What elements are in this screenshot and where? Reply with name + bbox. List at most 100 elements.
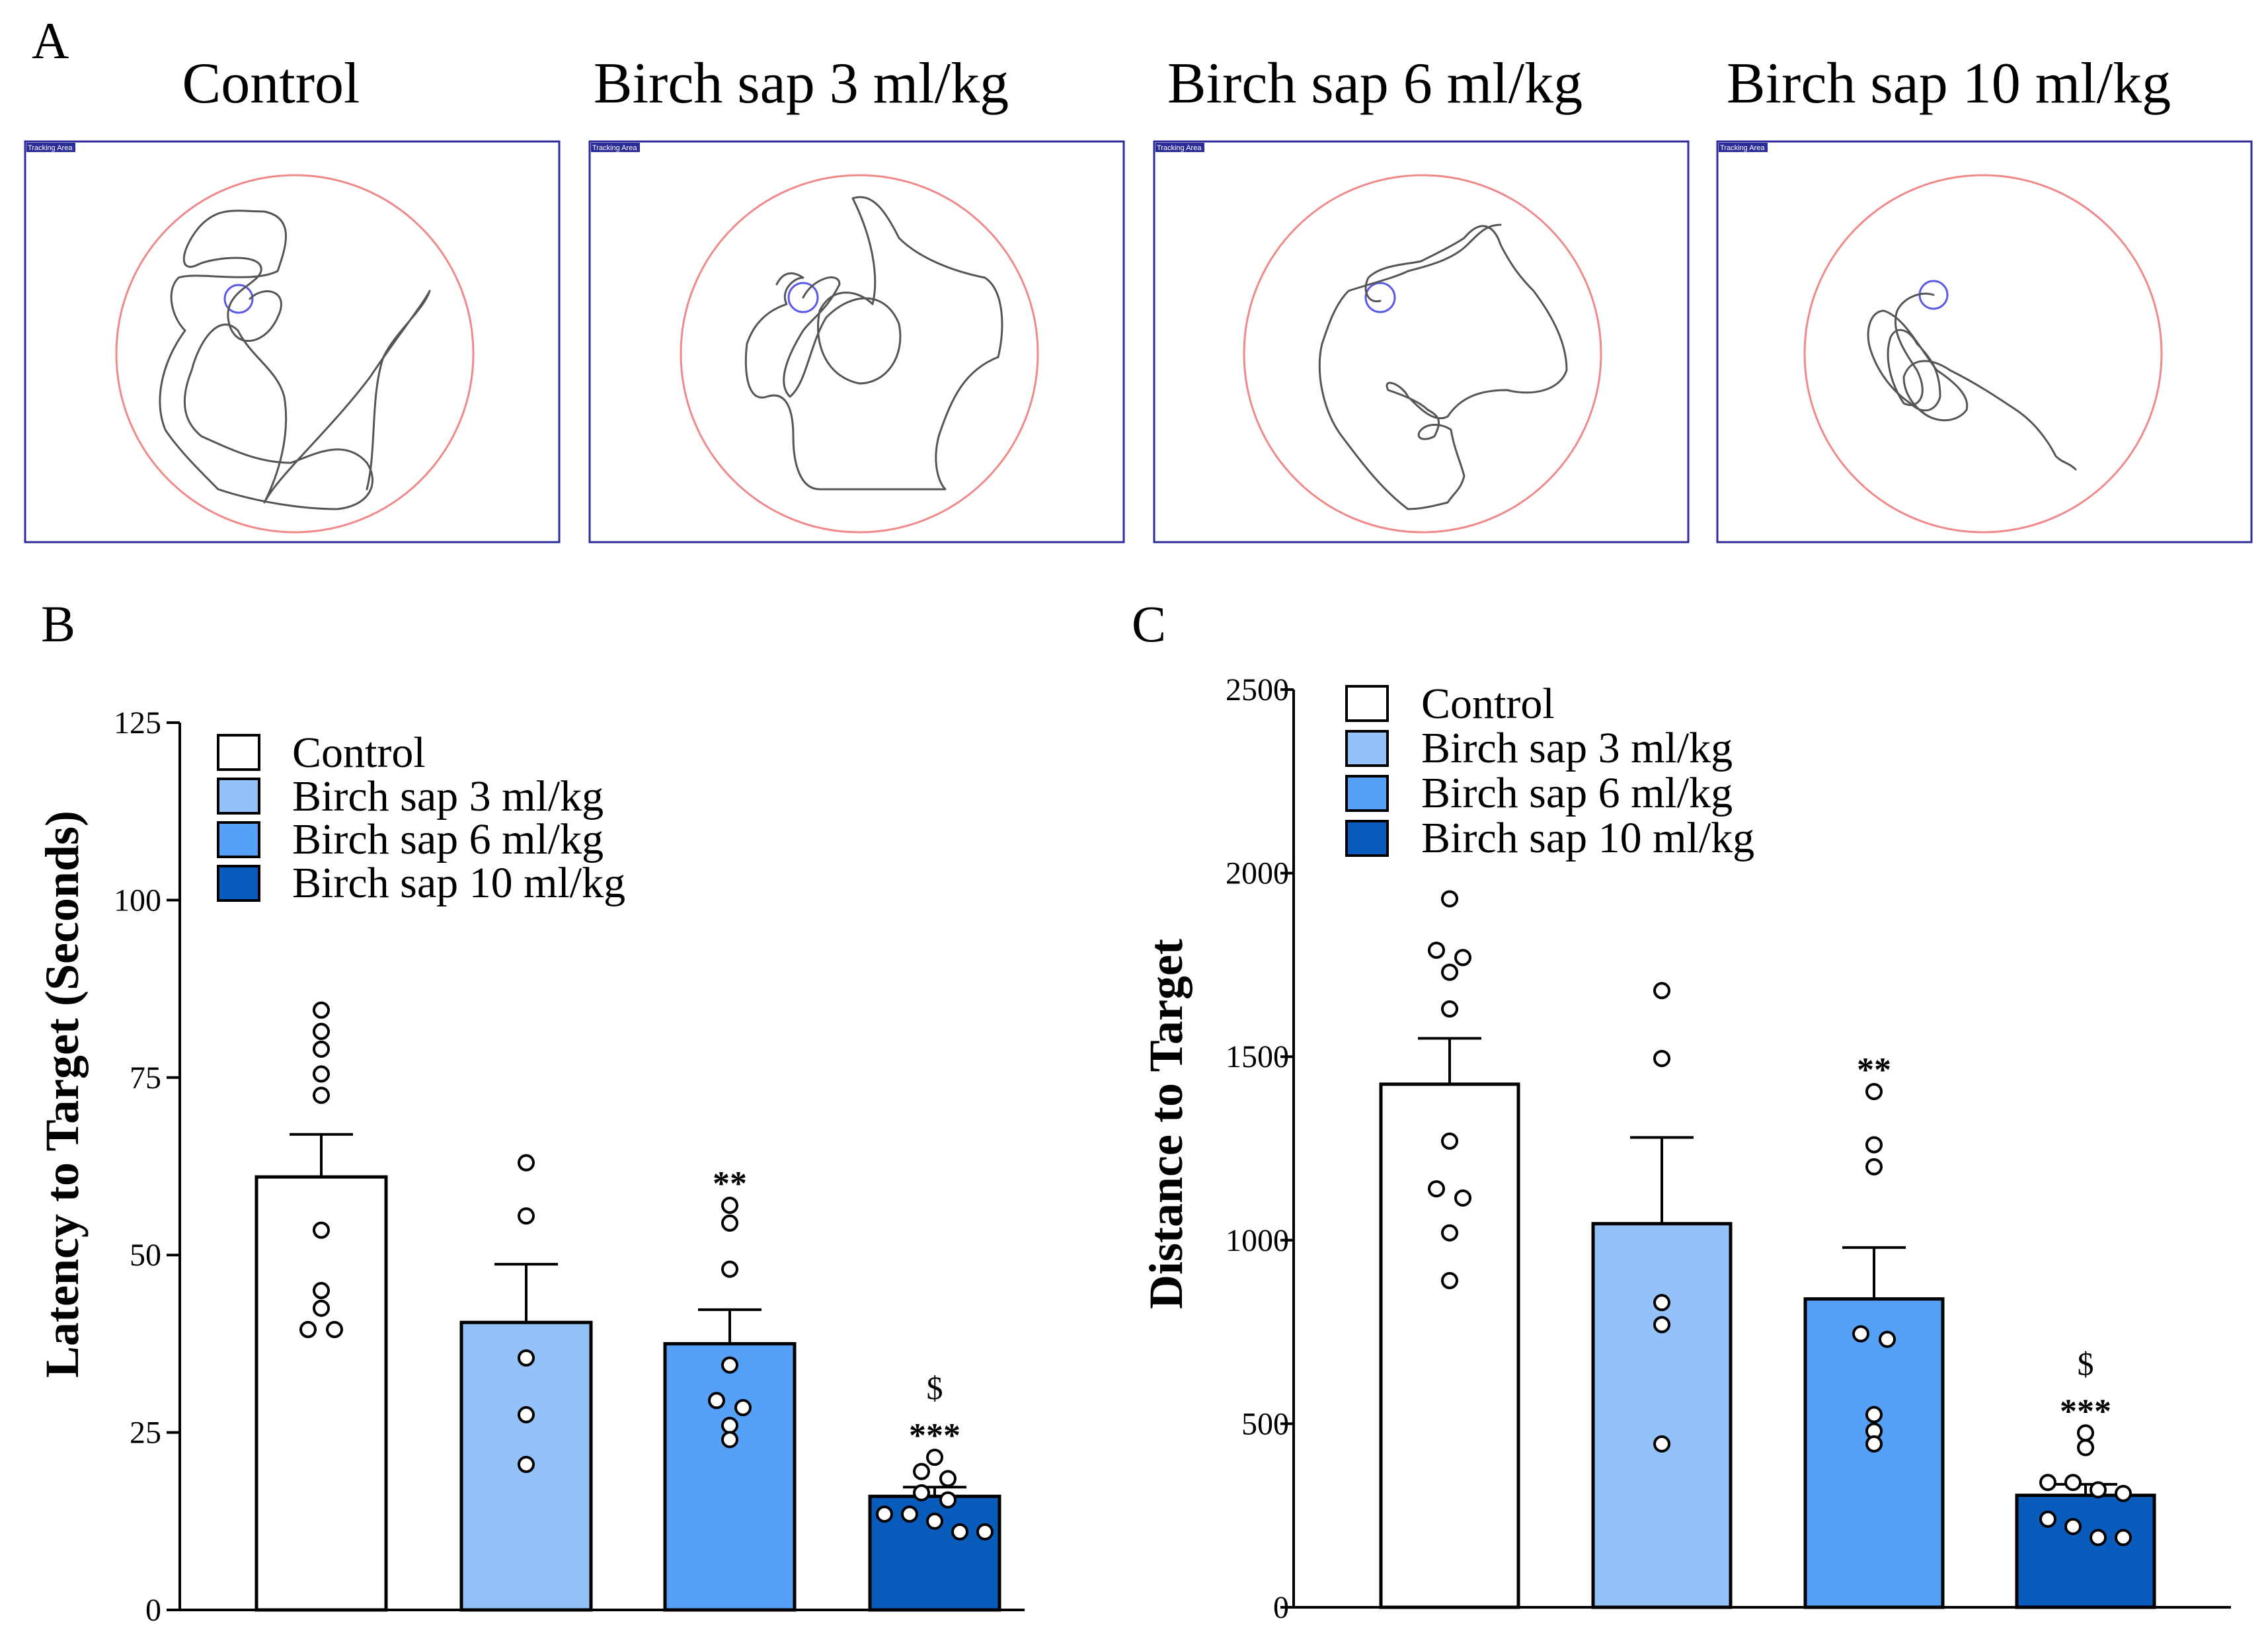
data-point-control [1441, 1132, 1458, 1150]
panel-letter-b: B [41, 595, 75, 653]
data-point-6ml [708, 1392, 725, 1410]
data-point-10ml [2090, 1529, 2107, 1546]
data-point-6ml [721, 1356, 738, 1374]
legend-label-6ml: Birch sap 6 ml/kg [292, 815, 604, 863]
data-point-10ml [2039, 1474, 2056, 1492]
data-point-control [313, 1023, 330, 1041]
data-point-3ml [1653, 1049, 1670, 1067]
y-tick-label: 0 [1273, 1590, 1289, 1625]
legend-label-3ml: Birch sap 3 ml/kg [292, 772, 604, 820]
y-axis-title: Latency to Target (Seconds) [36, 811, 89, 1378]
target-platform [787, 282, 819, 313]
data-point-10ml [2064, 1517, 2082, 1535]
data-point-10ml [2039, 1510, 2056, 1528]
tracking-area-frame [1153, 140, 1690, 543]
data-point-10ml [901, 1505, 918, 1523]
data-point-3ml [1653, 1294, 1670, 1312]
data-point-3ml [1653, 1435, 1670, 1453]
data-point-6ml [721, 1197, 738, 1215]
legend-swatch-10ml [217, 865, 260, 902]
data-point-control [313, 1001, 330, 1019]
swim-path [1318, 223, 1568, 510]
track-title-control: Control [182, 52, 360, 116]
tracking-area-frame [1716, 140, 2253, 543]
legend-swatch-control [217, 734, 260, 771]
bar-control [1379, 1082, 1520, 1609]
chart-b: B Latency to Target (Seconds) 0 25 50 75 100… [36, 595, 1025, 1628]
y-tick-label: 2000 [1226, 856, 1289, 891]
data-point-6ml [1852, 1325, 1869, 1343]
track-10ml: Birch sap 10 ml/kg Tracking Area [1716, 52, 2253, 543]
target-platform [1364, 282, 1396, 313]
tracking-area-tag [591, 143, 640, 152]
significance-dollar-10ml: $ [927, 1369, 943, 1406]
legend-label-10ml: Birch sap 10 ml/kg [292, 859, 625, 907]
data-point-10ml [951, 1523, 968, 1541]
swim-path [159, 210, 431, 510]
tracking-area-tag-label: Tracking Area [1720, 144, 1765, 152]
data-point-10ml [2090, 1481, 2107, 1499]
chart-c: C Distance to Target 0 500 1000 1500 2000 250… [1132, 595, 2231, 1625]
data-point-10ml [976, 1523, 994, 1541]
y-tick-label: 75 [130, 1061, 161, 1096]
data-point-6ml [1865, 1082, 1883, 1100]
data-point-control [1428, 941, 1445, 959]
data-point-control [313, 1299, 330, 1317]
data-point-10ml [2115, 1484, 2132, 1502]
y-tick-label: 100 [114, 883, 161, 918]
tracking-area-frame [588, 140, 1125, 543]
y-tick-label: 500 [1241, 1406, 1289, 1441]
pool-boundary [115, 174, 475, 534]
chart-b-legend: Control Birch sap 3 ml/kg Birch sap 6 ml… [217, 729, 625, 907]
legend-swatch-3ml [1345, 730, 1389, 767]
y-tick-label: 50 [130, 1238, 161, 1273]
data-point-3ml [1653, 982, 1670, 1000]
data-point-3ml [518, 1455, 535, 1473]
data-point-6ml [1879, 1330, 1896, 1348]
data-point-6ml [721, 1431, 738, 1449]
tracking-area-tag [1155, 143, 1204, 152]
tracking-area-tag-label: Tracking Area [28, 144, 73, 152]
track-title-3ml: Birch sap 3 ml/kg [594, 52, 1009, 116]
legend-swatch-control [1345, 685, 1389, 722]
legend-swatch-6ml [217, 821, 260, 858]
bar-6ml [1803, 1297, 1945, 1609]
y-tick-label: 1000 [1226, 1223, 1289, 1258]
data-point-6ml [1865, 1435, 1883, 1453]
pool-boundary [1803, 174, 2163, 534]
data-point-control [1441, 963, 1458, 981]
data-point-control [1454, 949, 1471, 967]
data-point-10ml [913, 1484, 930, 1501]
significance-dollar-10ml: $ [2078, 1345, 2094, 1382]
data-point-10ml [913, 1462, 930, 1480]
data-point-control [326, 1320, 343, 1338]
legend-swatch-6ml [1345, 775, 1389, 812]
y-tick-label: 125 [114, 705, 161, 740]
data-point-6ml [1865, 1136, 1883, 1154]
panel-a: A Control Tracking Area Birch sap 3 ml/k… [24, 12, 2253, 543]
y-axis-title: Distance to Target [1140, 939, 1193, 1309]
bar-control [254, 1175, 388, 1612]
track-title-6ml: Birch sap 6 ml/kg [1167, 52, 1583, 116]
data-point-3ml [518, 1406, 535, 1423]
data-point-control [1454, 1189, 1471, 1207]
data-point-control [313, 1086, 330, 1104]
data-point-10ml [926, 1449, 943, 1466]
data-point-3ml [518, 1154, 535, 1172]
data-point-control [1441, 1000, 1458, 1018]
data-point-6ml [1865, 1406, 1883, 1423]
data-point-6ml [1865, 1158, 1883, 1176]
data-point-10ml [2064, 1474, 2082, 1492]
tracking-area-tag-label: Tracking Area [592, 144, 637, 152]
y-tick-label: 1500 [1226, 1039, 1289, 1074]
legend-label-10ml: Birch sap 10 ml/kg [1421, 814, 1754, 862]
data-point-control [1441, 890, 1458, 908]
tracking-area-tag [1719, 143, 1768, 152]
significance-10ml: *** [909, 1417, 960, 1455]
data-point-6ml [721, 1416, 738, 1434]
data-point-control [1441, 1271, 1458, 1289]
y-tick-label: 0 [145, 1593, 161, 1628]
tracking-area-frame [24, 140, 561, 543]
